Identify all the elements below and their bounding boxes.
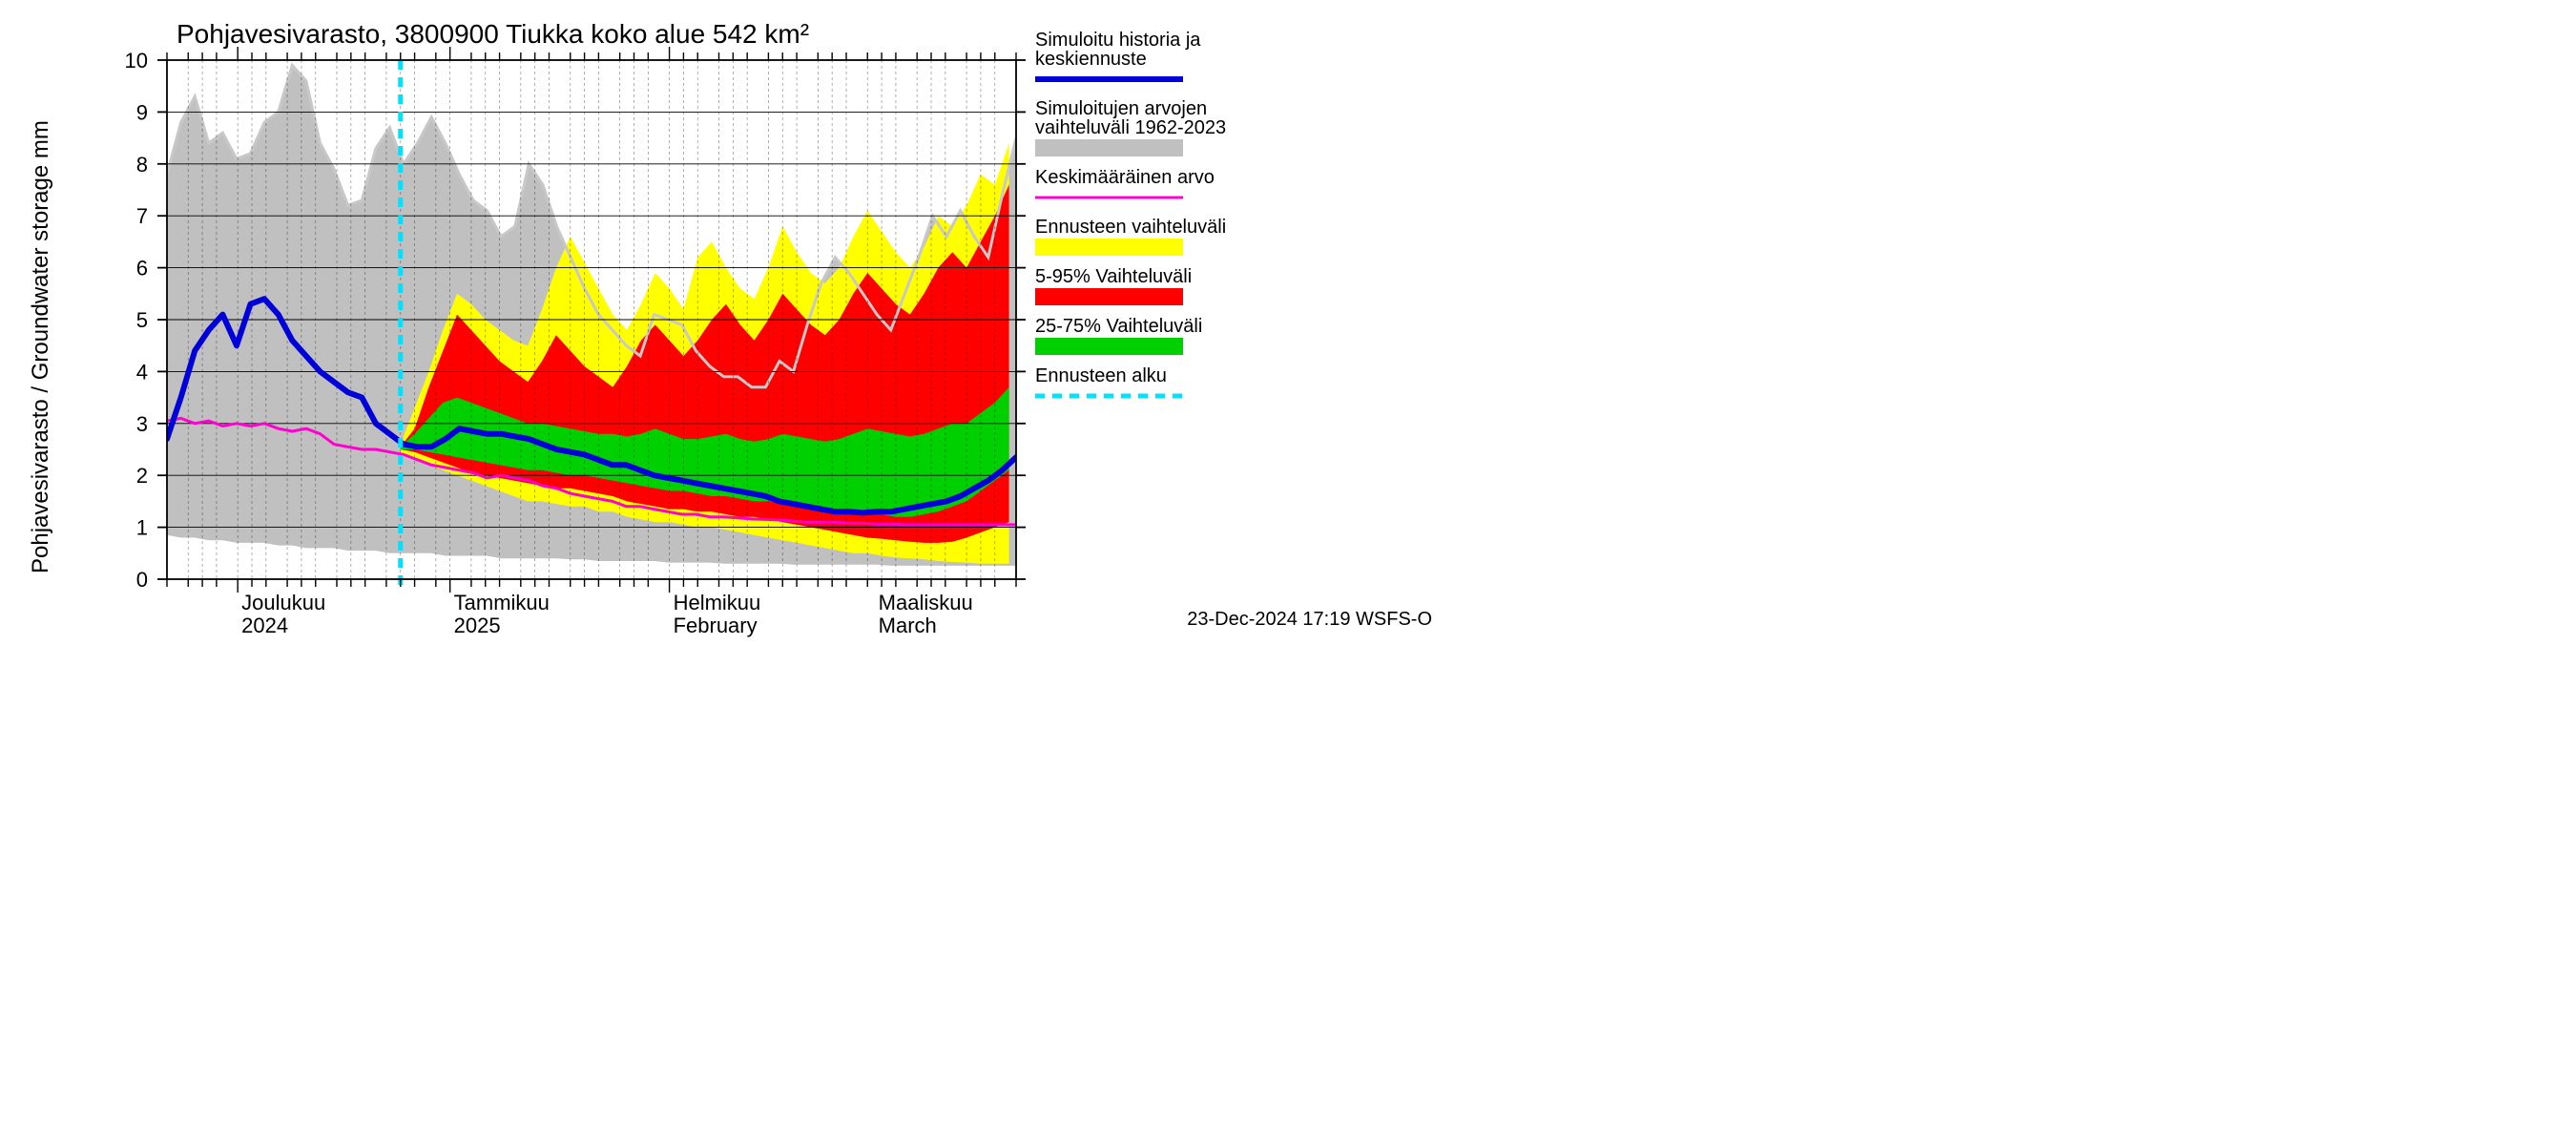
legend-label: 5-95% Vaihteluväli — [1035, 266, 1192, 287]
chart-svg: 0 1 2 3 4 5 6 7 8 9 10 Joulukuu2024 Tammikuu2025 Helm… — [0, 0, 1446, 642]
legend-label: Simuloitujen arvojen — [1035, 98, 1207, 119]
y-tick-label: 5 — [136, 308, 148, 332]
y-tick-label: 10 — [125, 49, 148, 73]
y-tick-label: 7 — [136, 204, 148, 228]
legend-label: keskiennuste — [1035, 49, 1147, 70]
y-tick-label: 3 — [136, 412, 148, 436]
x-month-sublabel: March — [879, 614, 937, 637]
legend-label: Simuloitu historia ja — [1035, 30, 1201, 51]
x-month-sublabel: 2025 — [454, 614, 501, 637]
y-tick-label: 6 — [136, 257, 148, 281]
x-month-sublabel: 2024 — [241, 614, 288, 637]
legend-swatch — [1035, 139, 1183, 156]
legend-swatch — [1035, 338, 1183, 355]
legend-label: vaihteluväli 1962-2023 — [1035, 117, 1226, 138]
x-month-label: Joulukuu — [241, 591, 325, 614]
y-tick-label: 4 — [136, 360, 148, 384]
x-month-label: Tammikuu — [454, 591, 550, 614]
x-month-label: Maaliskuu — [879, 591, 973, 614]
legend-label: Keskimääräinen arvo — [1035, 167, 1215, 188]
y-tick-label: 1 — [136, 516, 148, 540]
y-tick-label: 8 — [136, 153, 148, 177]
chart-container: 0 1 2 3 4 5 6 7 8 9 10 Joulukuu2024 Tammikuu2025 Helm… — [0, 0, 1446, 642]
legend-label: 25-75% Vaihteluväli — [1035, 316, 1202, 337]
y-tick-label: 9 — [136, 100, 148, 124]
legend-label: Ennusteen vaihteluväli — [1035, 217, 1226, 238]
y-axis-label: Pohjavesivarasto / Groundwater storage m… — [28, 120, 53, 573]
x-month-label: Helmikuu — [674, 591, 761, 614]
y-tick-label: 2 — [136, 464, 148, 488]
chart-title: Pohjavesivarasto, 3800900 Tiukka koko al… — [177, 19, 809, 49]
footer-timestamp: 23-Dec-2024 17:19 WSFS-O — [1187, 609, 1432, 630]
legend-label: Ennusteen alku — [1035, 365, 1167, 386]
y-tick-label: 0 — [136, 568, 148, 592]
x-month-sublabel: February — [674, 614, 758, 637]
legend-swatch — [1035, 288, 1183, 305]
legend-swatch — [1035, 239, 1183, 256]
